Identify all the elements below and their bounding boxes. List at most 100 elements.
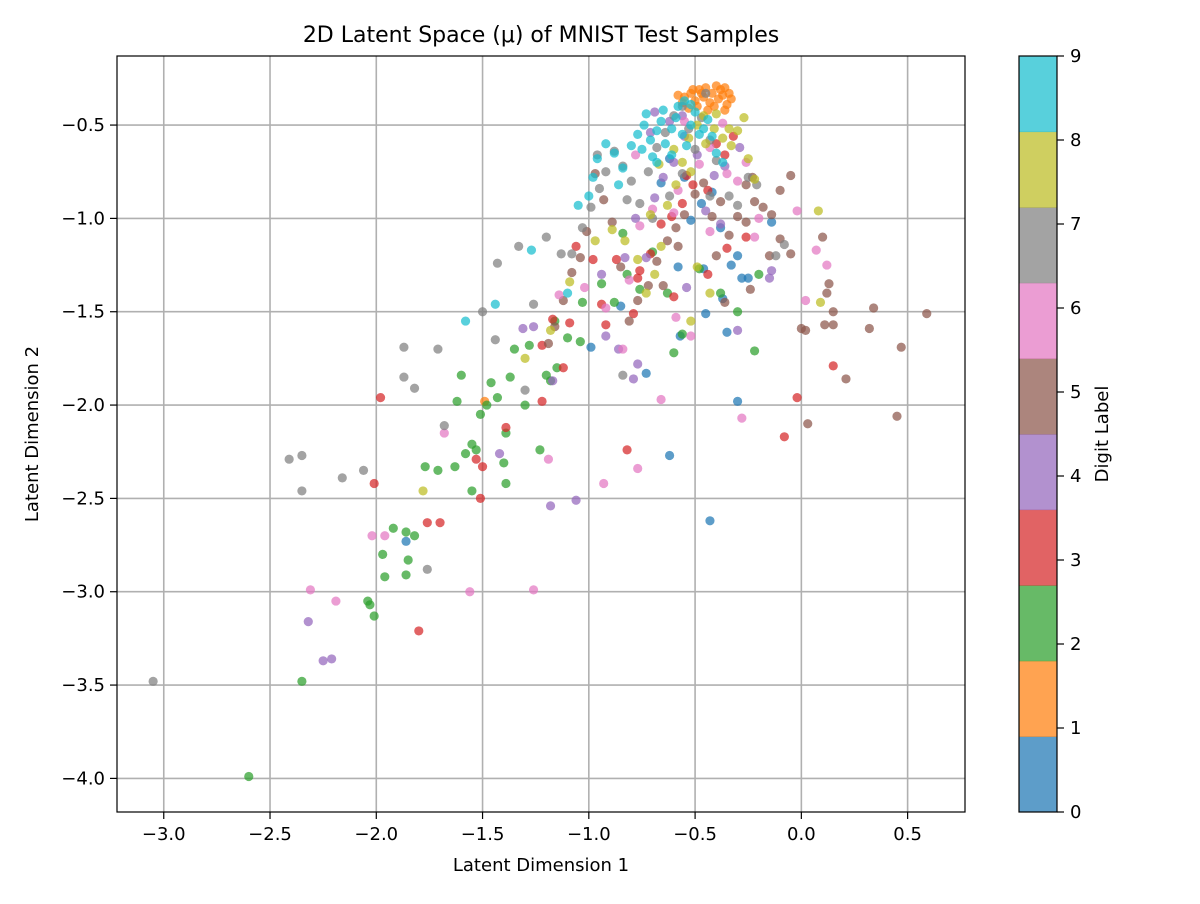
data-point-digit-9 [667,150,676,159]
data-point-digit-9 [686,120,695,129]
data-point-digit-3 [501,423,510,432]
data-point-digit-3 [376,393,385,402]
data-point-digit-9 [699,124,708,133]
data-point-digit-9 [682,141,691,150]
data-point-digit-8 [744,154,753,163]
data-point-digit-2 [520,400,529,409]
data-point-digit-5 [699,178,708,187]
data-point-digit-4 [319,656,328,665]
x-tick-label: −0.5 [673,824,717,845]
data-point-digit-9 [718,158,727,167]
data-point-digit-5 [652,257,661,266]
data-point-digit-2 [297,677,306,686]
data-point-digit-9 [678,130,687,139]
data-point-digit-5 [544,339,553,348]
data-point-digit-4 [597,270,606,279]
data-point-digit-0 [673,262,682,271]
data-point-digit-8 [546,326,555,335]
colorbar [1019,56,1057,813]
data-point-digit-9 [661,139,670,148]
data-point-digit-2 [410,531,419,540]
data-point-digit-8 [693,262,702,271]
data-point-digit-4 [767,266,776,275]
data-point-digit-9 [527,246,536,255]
data-point-digit-8 [686,167,695,176]
data-point-digit-6 [656,395,665,404]
data-point-digit-7 [678,169,687,178]
data-point-digit-5 [671,223,680,232]
data-point-digit-5 [659,281,668,290]
colorbar-segment-4 [1019,434,1057,510]
data-point-digit-5 [720,298,729,307]
colorbar-tick-label: 0 [1070,802,1081,823]
data-point-digit-3 [780,432,789,441]
data-point-digit-2 [716,288,725,297]
data-point-digit-8 [591,236,600,245]
data-point-digit-2 [457,371,466,380]
x-tick-label: −1.5 [461,824,505,845]
data-point-digit-6 [733,176,742,185]
y-tick-label: −1.5 [61,302,105,323]
data-point-digit-3 [633,274,642,283]
data-point-digit-9 [646,135,655,144]
data-point-digit-2 [578,298,587,307]
data-point-digit-6 [695,160,704,169]
data-point-digit-5 [865,324,874,333]
data-point-digit-4 [735,143,744,152]
data-point-digit-5 [625,316,634,325]
data-point-digit-8 [686,316,695,325]
data-point-digit-7 [520,386,529,395]
data-point-digit-7 [399,343,408,352]
data-point-digit-2 [486,378,495,387]
data-point-digit-7 [622,195,631,204]
data-point-digit-0 [722,328,731,337]
data-point-digit-3 [656,219,665,228]
data-point-digit-5 [680,210,689,219]
colorbar-segment-3 [1019,510,1057,586]
data-point-digit-8 [705,288,714,297]
data-point-digit-7 [433,344,442,353]
data-point-digit-7 [542,232,551,241]
data-point-digit-7 [567,249,576,258]
data-point-digit-2 [750,346,759,355]
data-point-digit-8 [678,158,687,167]
data-point-digit-2 [754,270,763,279]
data-point-digit-2 [597,279,606,288]
data-point-digit-9 [642,109,651,118]
data-point-digit-4 [633,359,642,368]
data-point-digit-3 [565,318,574,327]
data-point-digit-6 [601,303,610,312]
colorbar-tick-label: 7 [1070,214,1081,235]
data-point-digit-0 [665,451,674,460]
data-point-digit-7 [652,143,661,152]
data-point-digit-4 [716,219,725,228]
data-point-digit-9 [563,288,572,297]
data-point-digit-2 [576,337,585,346]
data-point-digit-6 [580,283,589,292]
x-tick-label: −3.0 [142,824,186,845]
data-point-digit-7 [493,259,502,268]
colorbar-segment-2 [1019,585,1057,661]
data-point-digit-8 [642,288,651,297]
data-point-digit-5 [892,412,901,421]
data-point-digit-3 [703,270,712,279]
data-point-digit-2 [380,572,389,581]
data-point-digit-5 [633,296,642,305]
data-point-digit-3 [678,199,687,208]
data-point-digit-6 [544,455,553,464]
y-tick-label: −2.5 [61,488,105,509]
data-point-digit-3 [622,445,631,454]
data-point-digit-2 [433,466,442,475]
data-point-digit-8 [620,236,629,245]
colorbar-segment-7 [1019,207,1057,283]
data-point-digit-8 [718,134,727,143]
data-point-digit-2 [461,449,470,458]
data-point-digit-7 [297,451,306,460]
data-point-digit-8 [724,124,733,133]
data-point-digit-2 [389,524,398,533]
data-point-digit-5 [897,343,906,352]
data-point-digit-2 [370,611,379,620]
data-point-digit-6 [367,531,376,540]
data-point-digit-5 [786,171,795,180]
data-point-digit-9 [656,117,665,126]
